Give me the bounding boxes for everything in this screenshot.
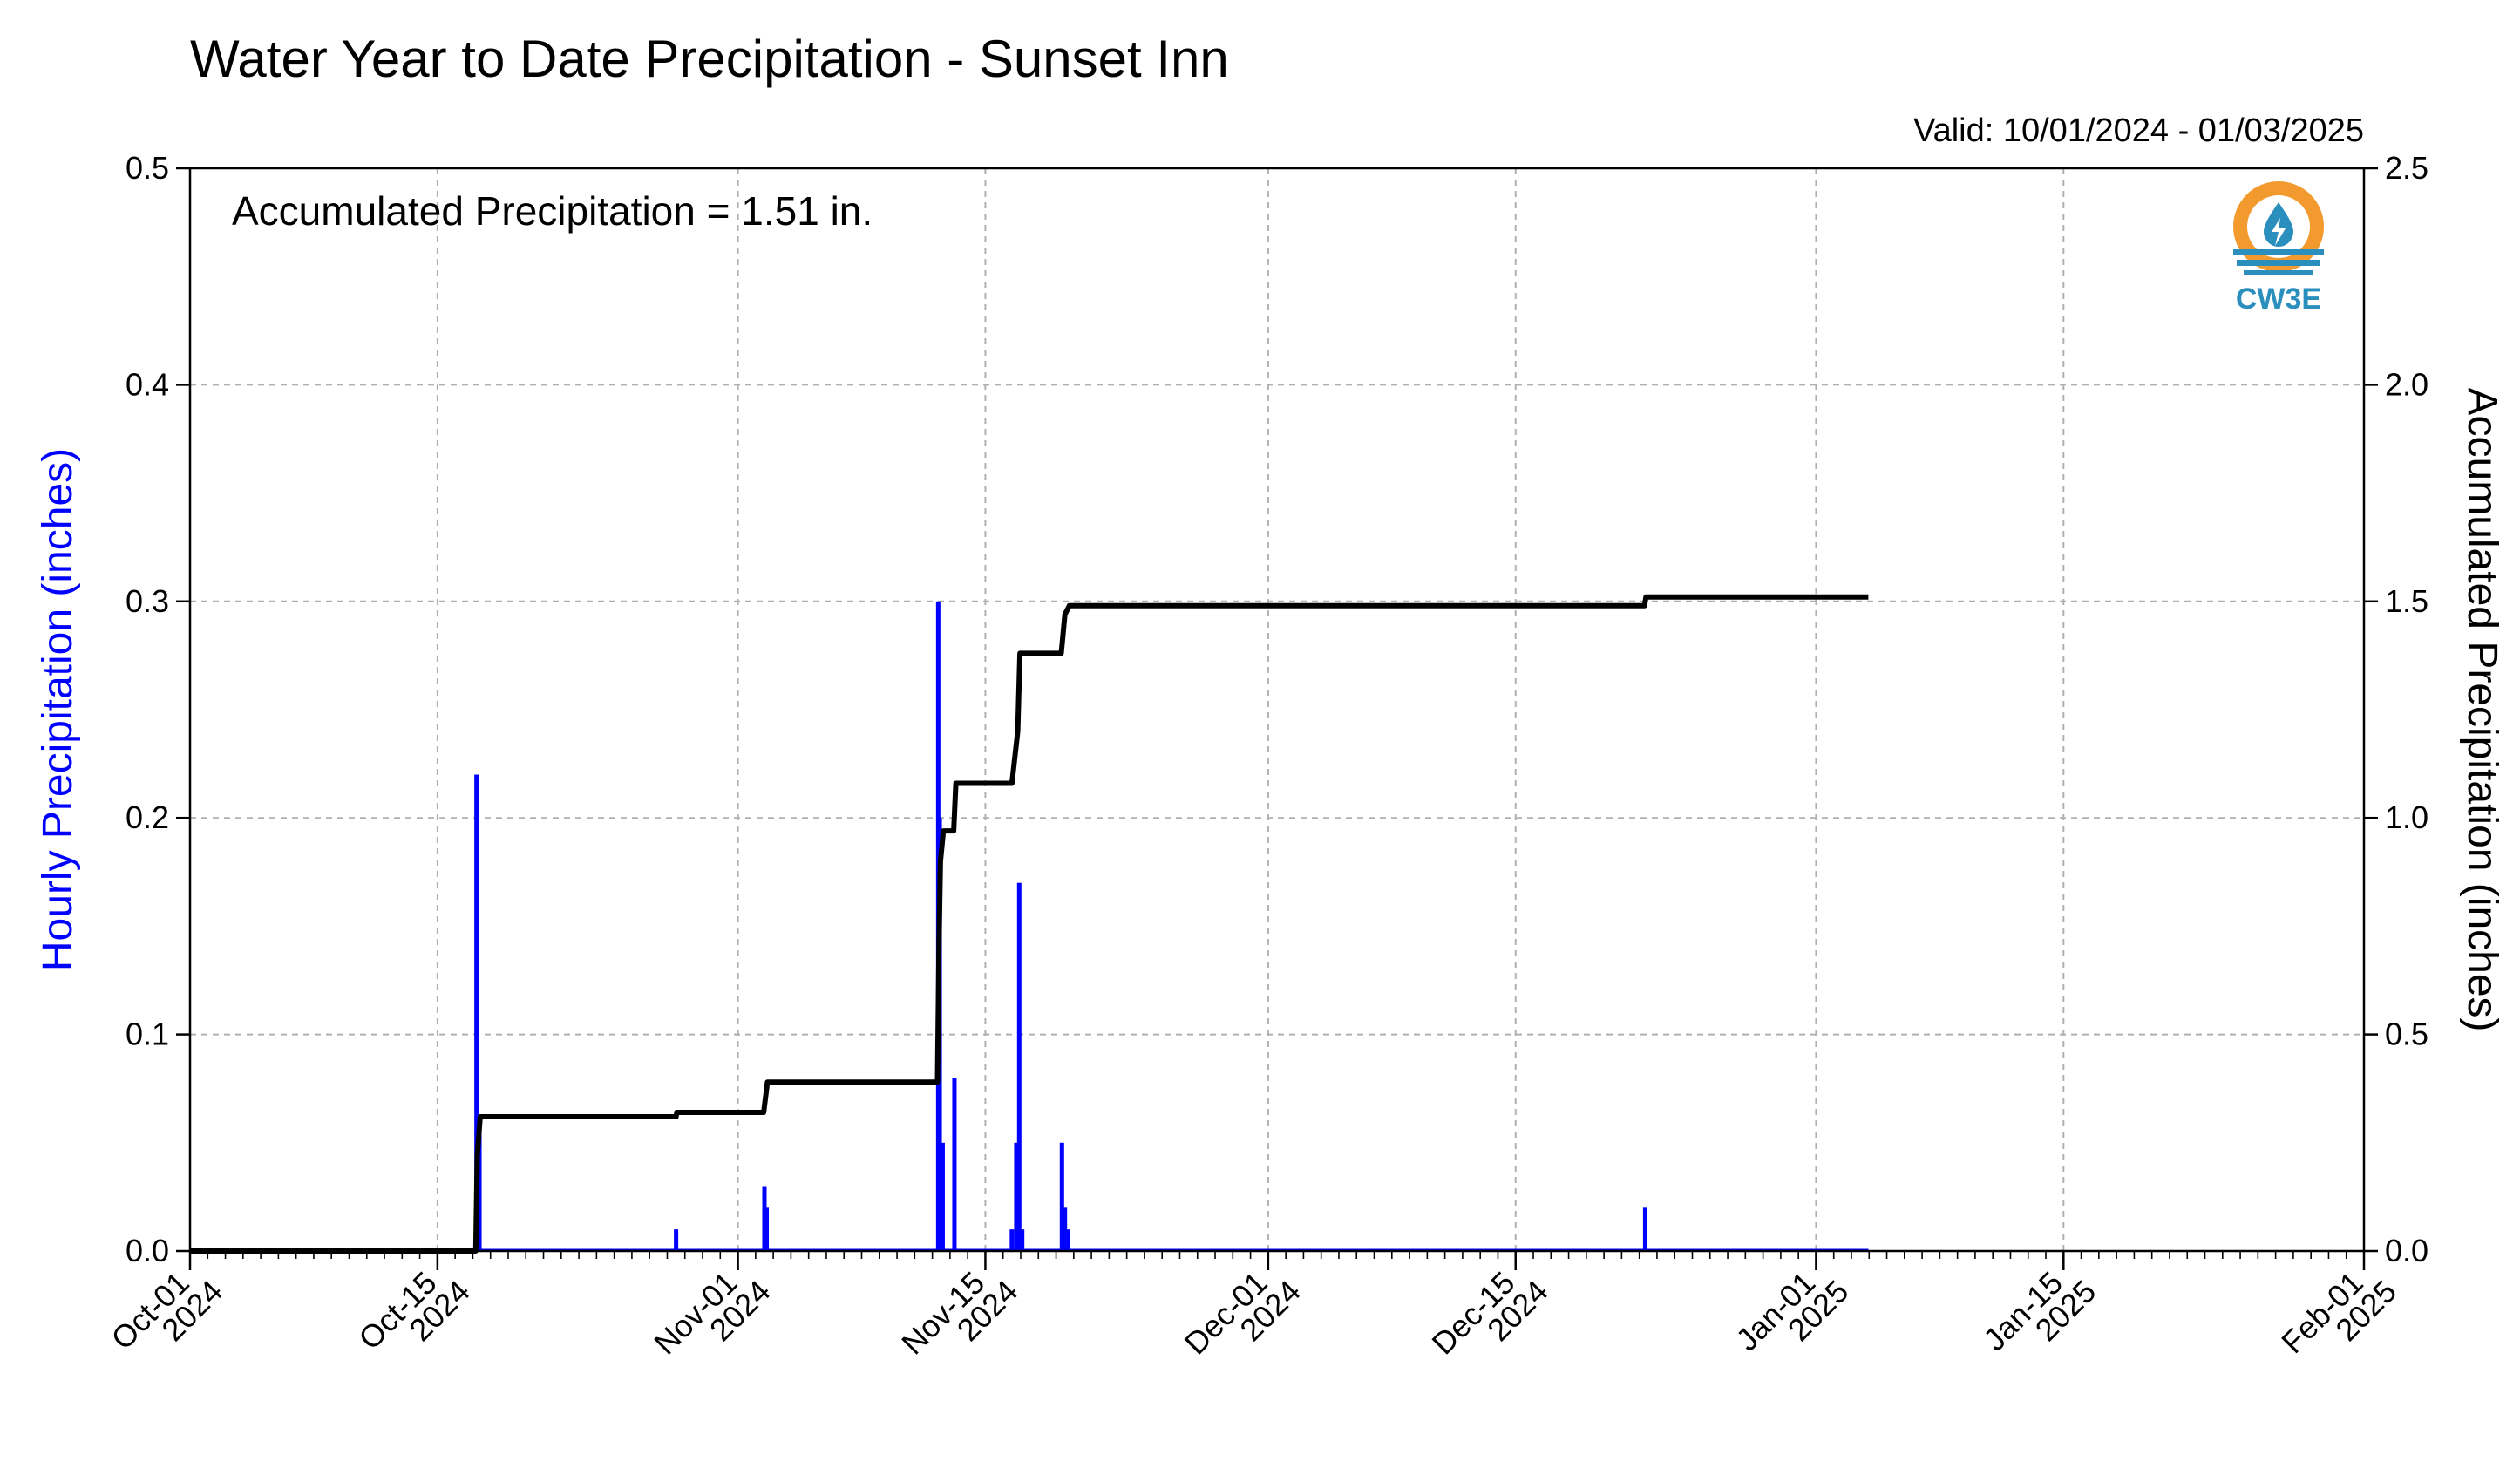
y-axis-right-label: Accumulated Precipitation (inches) (2459, 387, 2505, 1031)
axis-ticks (176, 167, 2378, 1270)
y-left-tick-label: 0.0 (126, 1233, 169, 1268)
y-axis-left-label: Hourly Precipitation (inches) (35, 448, 81, 971)
y-left-tick-label: 0.4 (126, 366, 169, 402)
valid-date-range: Valid: 10/01/2024 - 01/03/2025 (1913, 112, 2364, 149)
y-right-tick-label: 2.0 (2385, 366, 2428, 402)
y-right-tick-label: 1.0 (2385, 799, 2428, 835)
cw3e-logo: CW3E (2233, 181, 2324, 316)
y-right-tick-label: 2.5 (2385, 150, 2428, 186)
hourly-bar (1065, 1229, 1070, 1251)
y-right-tick-label: 0.0 (2385, 1233, 2428, 1268)
hourly-bar (674, 1229, 679, 1251)
logo-text: CW3E (2236, 282, 2321, 316)
hourly-bar (1059, 1142, 1064, 1251)
y-left-tick-label: 0.5 (126, 150, 169, 186)
hourly-bars (190, 601, 1869, 1251)
y-right-tick-label: 0.5 (2385, 1017, 2428, 1052)
left-axis-tick-labels: 0.0 0.1 0.2 0.3 0.4 0.5 (126, 150, 169, 1268)
hourly-bar (1642, 1207, 1647, 1251)
hourly-bar (1009, 1229, 1015, 1251)
hourly-bar (764, 1207, 770, 1251)
right-axis-tick-labels: 0.0 0.5 1.0 1.5 2.0 2.5 (2385, 150, 2428, 1268)
chart-title: Water Year to Date Precipitation - Sunse… (190, 30, 1229, 88)
plot-frame (188, 167, 2366, 1253)
hourly-bar (940, 1142, 945, 1251)
accumulated-annotation: Accumulated Precipitation = 1.51 in. (232, 188, 873, 234)
water-drop-logo-icon (2233, 181, 2324, 275)
y-left-tick-label: 0.1 (126, 1017, 169, 1052)
hourly-bar (474, 774, 479, 1251)
hourly-bar (1020, 1229, 1025, 1251)
hourly-bar (952, 1078, 957, 1251)
hourly-bar (1016, 882, 1022, 1251)
hourly-bar (1014, 1142, 1019, 1251)
y-right-tick-label: 1.5 (2385, 583, 2428, 619)
accumulated-line-group (190, 594, 1869, 1254)
accumulated-line (190, 594, 1869, 1254)
y-left-tick-label: 0.3 (126, 583, 169, 619)
hourly-bar (477, 1120, 482, 1251)
grid-lines (190, 168, 2364, 1251)
hourly-bar (1063, 1207, 1068, 1251)
hourly-bar (762, 1186, 767, 1251)
y-left-tick-label: 0.2 (126, 799, 169, 835)
